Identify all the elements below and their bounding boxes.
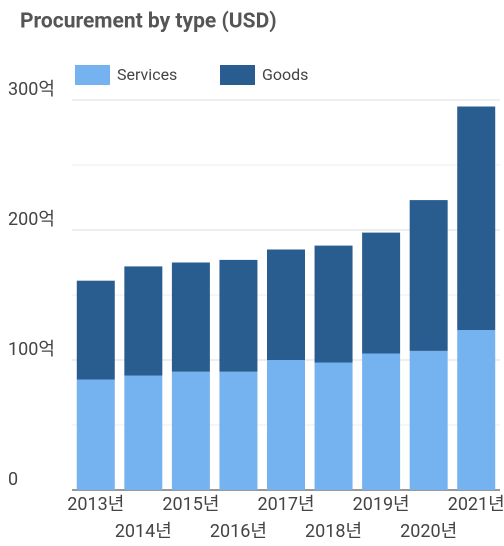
bar-segment bbox=[76, 379, 115, 490]
bar-segment bbox=[76, 280, 115, 380]
bar-segment bbox=[171, 262, 210, 372]
bar-segment bbox=[362, 353, 401, 490]
x-tick-label: 2017년 bbox=[257, 494, 314, 515]
x-tick-label: 2013년 bbox=[67, 494, 124, 515]
y-tick-label: 200억 bbox=[8, 209, 55, 230]
bar-segment bbox=[362, 232, 401, 354]
legend-swatch bbox=[220, 65, 255, 85]
bar-segment bbox=[267, 360, 305, 490]
x-tick-label: 2021년 bbox=[448, 494, 504, 515]
bar-segment bbox=[314, 245, 353, 363]
x-tick-label: 2018년 bbox=[305, 521, 362, 542]
legend-swatch bbox=[75, 65, 110, 85]
chart-title: Procurement by type (USD) bbox=[20, 10, 277, 34]
legend-label: Services bbox=[117, 65, 177, 84]
x-tick-label: 2015년 bbox=[162, 494, 219, 515]
bar-segment bbox=[409, 350, 448, 490]
bar-segment bbox=[124, 266, 163, 376]
bar-segment bbox=[219, 371, 258, 490]
bar-segment bbox=[124, 375, 163, 490]
bar-segment bbox=[314, 362, 353, 490]
x-tick-label: 2014년 bbox=[115, 521, 172, 542]
bar-segment bbox=[409, 200, 448, 351]
x-tick-label: 2020년 bbox=[400, 521, 457, 542]
y-tick-label: 100억 bbox=[8, 339, 55, 360]
y-tick-label: 0 bbox=[8, 469, 18, 490]
x-tick-label: 2019년 bbox=[353, 494, 410, 515]
x-tick-label: 2016년 bbox=[210, 521, 267, 542]
bar-segment bbox=[171, 371, 210, 490]
y-tick-label: 300억 bbox=[8, 79, 55, 100]
bar-segment bbox=[457, 330, 496, 490]
bar-segment bbox=[267, 249, 305, 360]
bar-segment bbox=[219, 259, 258, 372]
bar-segment bbox=[457, 106, 496, 331]
legend-label: Goods bbox=[262, 65, 308, 84]
